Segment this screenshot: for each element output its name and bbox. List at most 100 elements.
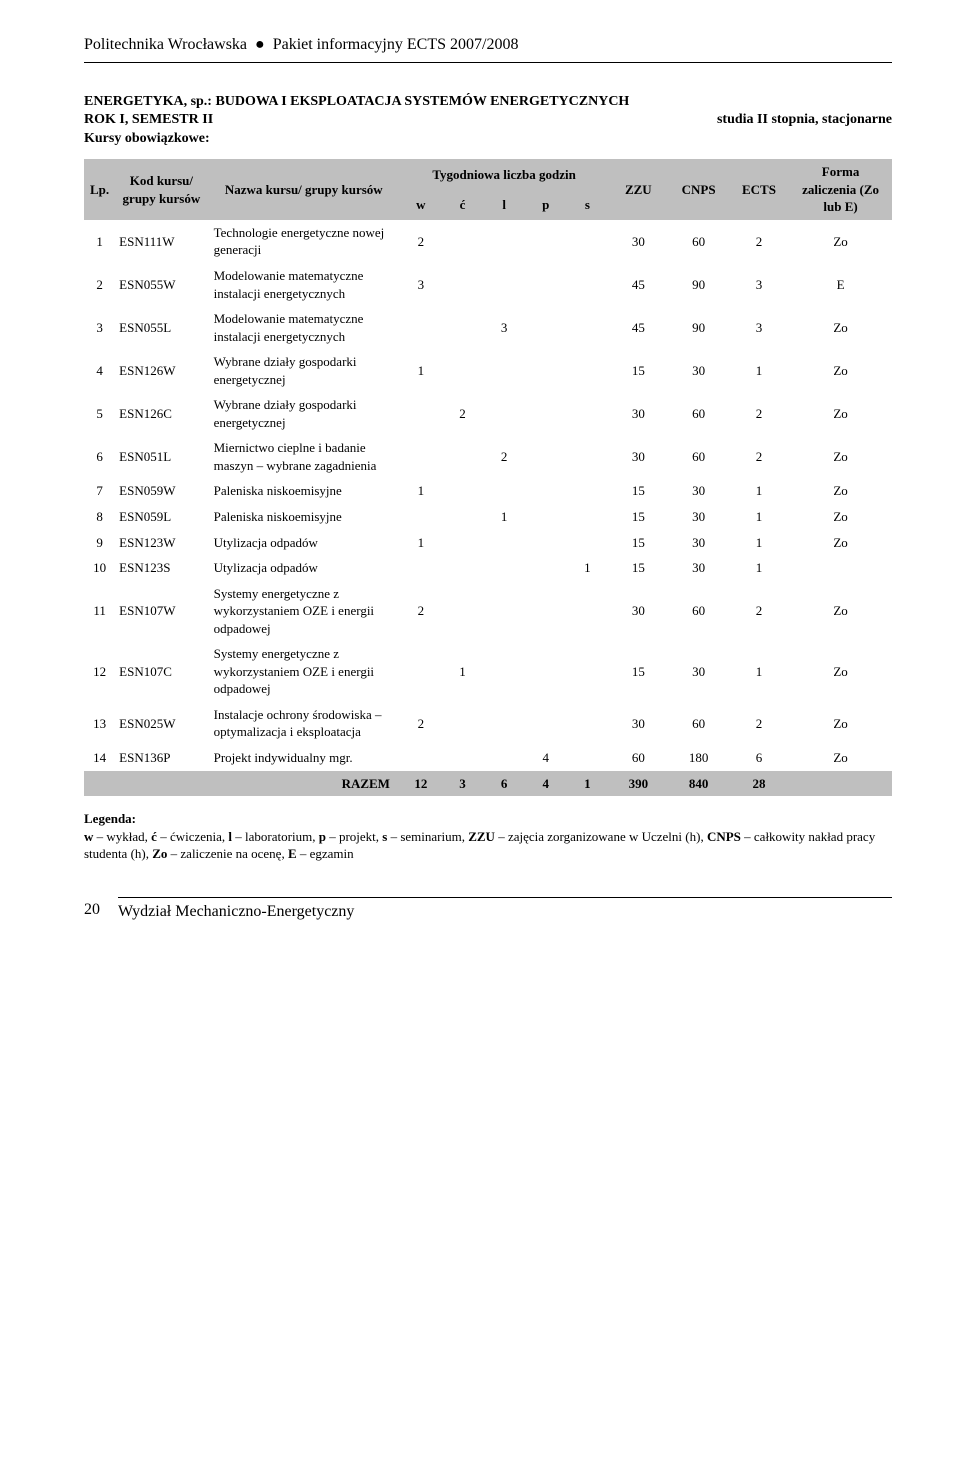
cell-nazwa: Technologie energetyczne nowej generacji bbox=[208, 220, 400, 263]
cell-nazwa: Utylizacja odpadów bbox=[208, 555, 400, 581]
cell-lp: 3 bbox=[84, 306, 115, 349]
cell-lp: 4 bbox=[84, 349, 115, 392]
cell-kod: ESN107C bbox=[115, 641, 207, 702]
cell-total-w: 12 bbox=[400, 771, 442, 797]
course-table: Lp. Kod kursu/ grupy kursów Nazwa kursu/… bbox=[84, 159, 892, 796]
cell-kod: ESN111W bbox=[115, 220, 207, 263]
cell-nazwa: Modelowanie matematyczne instalacji ener… bbox=[208, 263, 400, 306]
cell-c bbox=[442, 702, 484, 745]
cell-w: 1 bbox=[400, 530, 442, 556]
cell-w: 1 bbox=[400, 349, 442, 392]
section-intro: ENERGETYKA, sp.: BUDOWA I EKSPLOATACJA S… bbox=[84, 93, 892, 150]
cell-fz: Zo bbox=[789, 504, 892, 530]
cell-total-ects: 28 bbox=[729, 771, 789, 797]
cell-zzu: 15 bbox=[608, 530, 668, 556]
cell-lp: 8 bbox=[84, 504, 115, 530]
cell-nazwa: Wybrane działy gospodarki energetycznej bbox=[208, 392, 400, 435]
cell-ects: 2 bbox=[729, 220, 789, 263]
cell-c: 2 bbox=[442, 392, 484, 435]
cell-nazwa: Miernictwo cieplne i badanie maszyn – wy… bbox=[208, 435, 400, 478]
page-number: 20 bbox=[84, 899, 100, 921]
cell-cnps: 60 bbox=[668, 581, 728, 642]
cell-nazwa: Systemy energetyczne z wykorzystaniem OZ… bbox=[208, 581, 400, 642]
cell-l bbox=[483, 745, 525, 771]
th-p: p bbox=[525, 190, 567, 220]
cell-zzu: 15 bbox=[608, 349, 668, 392]
cell-cnps: 30 bbox=[668, 641, 728, 702]
cell-zzu: 30 bbox=[608, 435, 668, 478]
cell-kod: ESN051L bbox=[115, 435, 207, 478]
cell-lp: 11 bbox=[84, 581, 115, 642]
cell-total-zzu: 390 bbox=[608, 771, 668, 797]
table-row: 14ESN136PProjekt indywidualny mgr.460180… bbox=[84, 745, 892, 771]
table-row: 10ESN123SUtylizacja odpadów115301 bbox=[84, 555, 892, 581]
cell-cnps: 90 bbox=[668, 263, 728, 306]
table-row: 8ESN059LPaleniska niskoemisyjne115301Zo bbox=[84, 504, 892, 530]
cell-l bbox=[483, 555, 525, 581]
table-row-total: RAZEM12364139084028 bbox=[84, 771, 892, 797]
cell-c bbox=[442, 220, 484, 263]
cell-l bbox=[483, 392, 525, 435]
cell-kod: ESN025W bbox=[115, 702, 207, 745]
cell-w: 3 bbox=[400, 263, 442, 306]
cell-nazwa: Systemy energetyczne z wykorzystaniem OZ… bbox=[208, 641, 400, 702]
cell-kod: ESN123W bbox=[115, 530, 207, 556]
cell-nazwa: Instalacje ochrony środowiska – optymali… bbox=[208, 702, 400, 745]
cell-l bbox=[483, 478, 525, 504]
uni-name: Politechnika Wrocławska bbox=[84, 36, 247, 53]
cell-p bbox=[525, 641, 567, 702]
cell-l bbox=[483, 641, 525, 702]
cell-fz: Zo bbox=[789, 581, 892, 642]
cell-ects: 1 bbox=[729, 641, 789, 702]
cell-cnps: 30 bbox=[668, 478, 728, 504]
th-c: ć bbox=[442, 190, 484, 220]
th-lp: Lp. bbox=[84, 159, 115, 220]
header-rule bbox=[84, 62, 892, 63]
table-body: 1 ESN111WTechnologie energetyczne nowej g… bbox=[84, 220, 892, 796]
cell-c bbox=[442, 745, 484, 771]
cell-total-l: 6 bbox=[483, 771, 525, 797]
cell-nazwa: Utylizacja odpadów bbox=[208, 530, 400, 556]
cell-s bbox=[567, 392, 609, 435]
table-row: 11ESN107WSystemy energetyczne z wykorzys… bbox=[84, 581, 892, 642]
cell-ects: 1 bbox=[729, 555, 789, 581]
cell-ects: 1 bbox=[729, 478, 789, 504]
cell-kod: ESN059W bbox=[115, 478, 207, 504]
cell-lp: 5 bbox=[84, 392, 115, 435]
cell-zzu: 60 bbox=[608, 745, 668, 771]
cell-c bbox=[442, 306, 484, 349]
cell-s bbox=[567, 306, 609, 349]
cell-s bbox=[567, 641, 609, 702]
cell-nazwa: Wybrane działy gospodarki energetycznej bbox=[208, 349, 400, 392]
cell-ects: 2 bbox=[729, 435, 789, 478]
cell-w bbox=[400, 392, 442, 435]
intro-line3: Kursy obowiązkowe: bbox=[84, 130, 892, 149]
cell-ects: 3 bbox=[729, 263, 789, 306]
cell-fz: Zo bbox=[789, 392, 892, 435]
cell-ects: 2 bbox=[729, 702, 789, 745]
cell-w bbox=[400, 641, 442, 702]
th-zzu: ZZU bbox=[608, 159, 668, 220]
footer: 20 Wydział Mechaniczno-Energetyczny bbox=[84, 897, 892, 923]
cell-fz: Zo bbox=[789, 306, 892, 349]
cell-lp: 10 bbox=[84, 555, 115, 581]
cell-fz: Zo bbox=[789, 641, 892, 702]
th-tyg: Tygodniowa liczba godzin bbox=[400, 159, 608, 189]
cell-fz: Zo bbox=[789, 435, 892, 478]
cell-zzu: 15 bbox=[608, 641, 668, 702]
package-title: Pakiet informacyjny ECTS 2007/2008 bbox=[273, 36, 519, 53]
cell-w: 2 bbox=[400, 220, 442, 263]
intro-line2b: studia II stopnia, stacjonarne bbox=[717, 111, 892, 130]
cell-cnps: 180 bbox=[668, 745, 728, 771]
cell-zzu: 30 bbox=[608, 702, 668, 745]
legenda: Legenda: w – wykład, ć – ćwiczenia, l – … bbox=[84, 810, 892, 863]
cell-lp: 12 bbox=[84, 641, 115, 702]
table-row: 2ESN055WModelowanie matematyczne instala… bbox=[84, 263, 892, 306]
cell-c bbox=[442, 504, 484, 530]
cell-l bbox=[483, 530, 525, 556]
th-kod: Kod kursu/ grupy kursów bbox=[115, 159, 207, 220]
cell-p bbox=[525, 435, 567, 478]
cell-p bbox=[525, 220, 567, 263]
cell-kod: ESN059L bbox=[115, 504, 207, 530]
cell-cnps: 60 bbox=[668, 435, 728, 478]
